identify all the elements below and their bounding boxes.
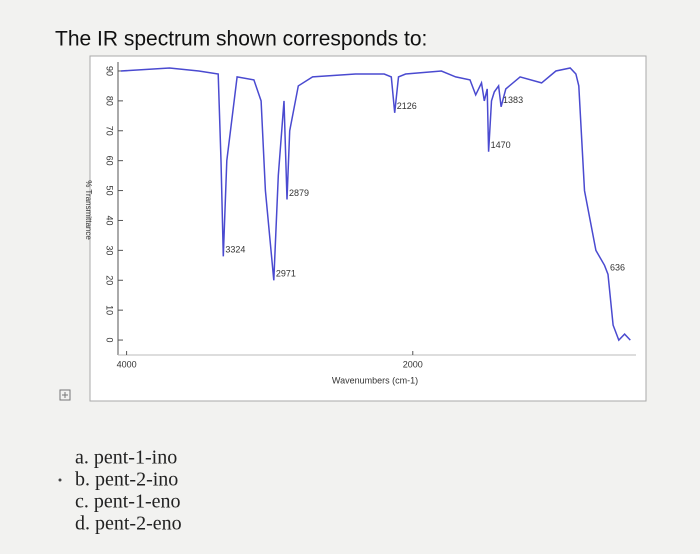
bullet bbox=[58, 478, 62, 482]
spectrum-line bbox=[120, 67, 631, 342]
y-tick-label: 20 bbox=[105, 275, 115, 285]
peak-label: 1470 bbox=[491, 140, 511, 150]
y-tick-label: 90 bbox=[105, 66, 115, 76]
peak-label: 3324 bbox=[225, 245, 245, 255]
y-tick-label: 50 bbox=[105, 186, 115, 196]
y-axis-label: % Transmittance bbox=[84, 180, 93, 240]
chart-frame bbox=[89, 55, 647, 402]
option[interactable]: a. pent-1-ino bbox=[75, 447, 177, 469]
option[interactable]: c. pent-1-eno bbox=[75, 491, 181, 513]
peak-label: 2879 bbox=[289, 188, 309, 198]
x-axis-label: Wavenumbers (cm-1) bbox=[332, 375, 418, 385]
peak-label: 1383 bbox=[503, 95, 523, 105]
question: The IR spectrum shown corresponds to: bbox=[55, 28, 427, 51]
option[interactable]: d. pent-2-eno bbox=[75, 513, 182, 535]
y-tick-label: 30 bbox=[105, 245, 115, 255]
peak-label: 636 bbox=[610, 263, 625, 273]
y-tick-label: 40 bbox=[105, 215, 115, 225]
y-tick-label: 80 bbox=[105, 96, 115, 106]
peak-label: 2126 bbox=[397, 101, 417, 111]
expand-icon[interactable] bbox=[59, 389, 71, 401]
option[interactable]: b. pent-2-ino bbox=[75, 469, 178, 491]
y-tick-label: 0 bbox=[105, 338, 115, 343]
y-tick-label: 70 bbox=[105, 126, 115, 136]
y-tick-label: 10 bbox=[105, 305, 115, 315]
y-tick-label: 60 bbox=[105, 156, 115, 166]
peak-label: 2971 bbox=[276, 269, 296, 279]
x-tick-label: 2000 bbox=[403, 359, 423, 369]
x-tick-label: 4000 bbox=[117, 359, 137, 369]
